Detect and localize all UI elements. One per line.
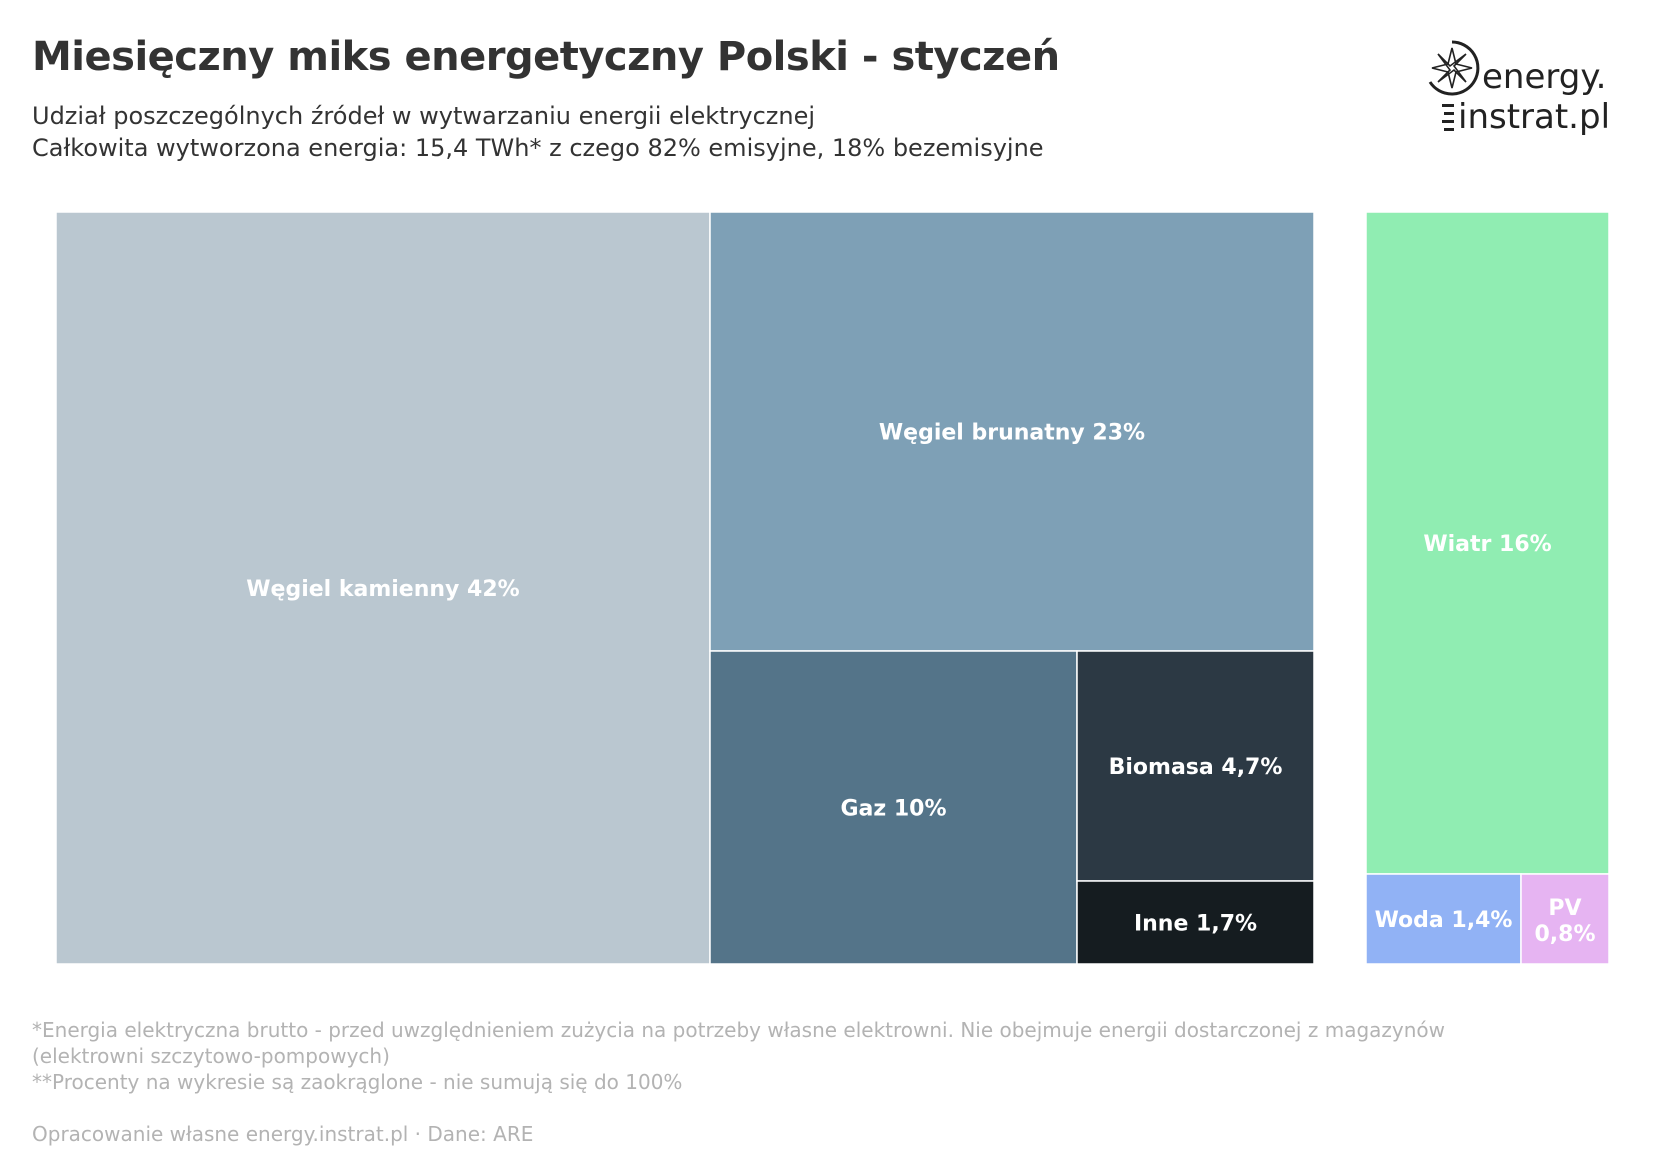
treemap-tile-wegiel-brunatny [709, 211, 1315, 652]
treemap-label-wiatr: Wiatr 16% [1423, 532, 1551, 557]
footnote-1-line1: *Energia elektryczna brutto - przed uwzg… [32, 1018, 1445, 1042]
treemap-tile-biomasa [1076, 650, 1315, 882]
treemap-tile-pv [1520, 873, 1610, 965]
footnote-2: **Procenty na wykresie są zaokrąglone - … [32, 1070, 683, 1094]
treemap-tile-woda [1365, 873, 1522, 965]
treemap-label-wegiel-kamienny: Węgiel kamienny 42% [246, 577, 519, 602]
treemap-tile-gaz [709, 650, 1078, 965]
chart-subtitle-line1: Udział poszczególnych źródeł w wytwarzan… [32, 102, 816, 130]
treemap-label-wegiel-brunatny: Węgiel brunatny 23% [879, 421, 1145, 446]
chart-title: Miesięczny miks energetyczny Polski - st… [32, 34, 1060, 80]
treemap-label-gaz: Gaz 10% [840, 797, 946, 822]
treemap-tile-inne [1076, 880, 1315, 965]
logo-bars-icon [1442, 104, 1454, 131]
logo-text-line2: instrat.pl [1458, 97, 1611, 137]
compass-logo-icon [1428, 40, 1480, 96]
treemap-label-biomasa: Biomasa 4,7% [1109, 755, 1283, 780]
footnote-1-line2: (elektrowni szczytowo-pompowych) [32, 1044, 390, 1068]
chart-subtitle-line2: Całkowita wytworzona energia: 15,4 TWh* … [32, 134, 1044, 162]
energy-instrat-logo: energy. instrat.pl [1420, 36, 1620, 146]
treemap-tile-wiatr [1365, 211, 1610, 875]
logo-text-line1: energy. [1482, 57, 1607, 97]
treemap-label-pv: PV 0,8% [1534, 896, 1595, 947]
treemap-label-woda: Woda 1,4% [1375, 908, 1513, 933]
treemap-label-inne: Inne 1,7% [1134, 912, 1257, 937]
source-note: Opracowanie własne energy.instrat.pl · D… [32, 1122, 534, 1146]
